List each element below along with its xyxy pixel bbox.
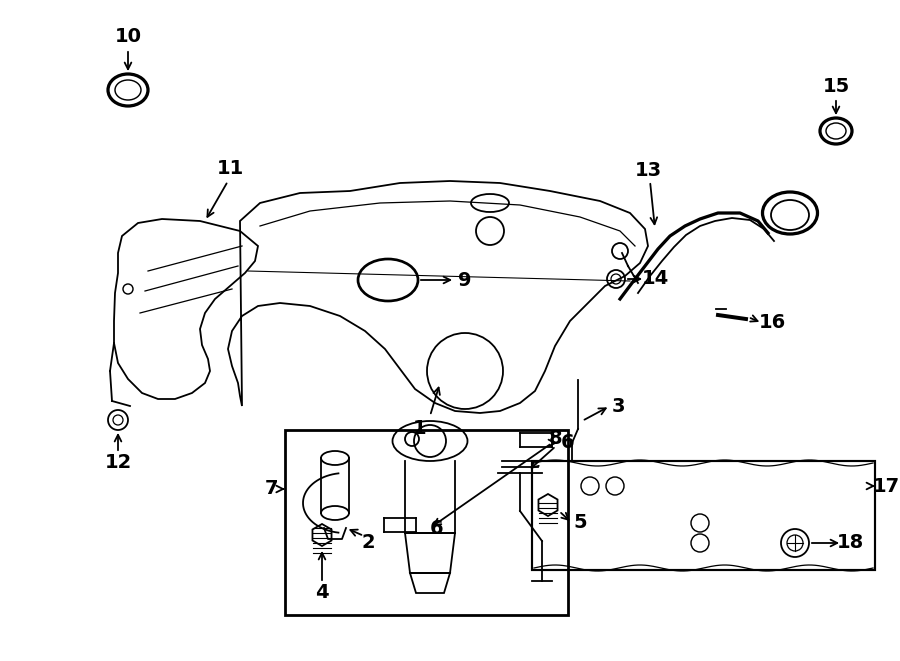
Text: 18: 18 bbox=[836, 533, 864, 553]
Bar bbox=[285, 430, 568, 615]
Text: 10: 10 bbox=[114, 26, 141, 46]
Text: 5: 5 bbox=[573, 514, 587, 533]
Text: 9: 9 bbox=[458, 270, 472, 290]
Text: 8: 8 bbox=[549, 430, 562, 449]
Text: 3: 3 bbox=[611, 397, 625, 416]
Text: 2: 2 bbox=[361, 533, 374, 553]
Text: 15: 15 bbox=[823, 77, 850, 95]
Text: 12: 12 bbox=[104, 453, 131, 473]
Text: 6: 6 bbox=[430, 518, 444, 537]
Text: 1: 1 bbox=[413, 420, 427, 438]
Text: 11: 11 bbox=[216, 159, 244, 178]
Text: 4: 4 bbox=[315, 584, 328, 602]
Text: 6: 6 bbox=[562, 434, 575, 453]
Text: 17: 17 bbox=[872, 477, 900, 496]
Text: 16: 16 bbox=[759, 313, 786, 332]
Text: 13: 13 bbox=[634, 161, 662, 180]
Bar bbox=[532, 461, 875, 570]
Text: 14: 14 bbox=[642, 270, 669, 288]
Text: 7: 7 bbox=[266, 479, 279, 498]
